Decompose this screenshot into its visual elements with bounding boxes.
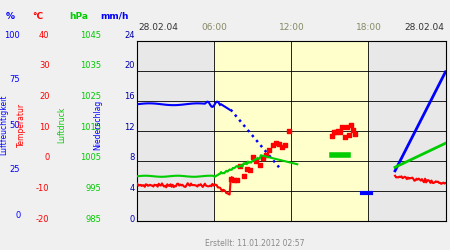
Text: °C: °C bbox=[33, 12, 44, 21]
Point bbox=[272, 142, 279, 146]
Point bbox=[337, 130, 344, 134]
Point bbox=[240, 174, 247, 178]
Point bbox=[350, 128, 357, 132]
Text: 1005: 1005 bbox=[80, 154, 101, 162]
Text: mm/h: mm/h bbox=[100, 12, 129, 21]
Point bbox=[269, 144, 276, 148]
Text: Temperatur: Temperatur bbox=[17, 103, 26, 147]
Text: 25: 25 bbox=[10, 166, 20, 174]
Point bbox=[243, 167, 250, 171]
Text: 4: 4 bbox=[130, 184, 135, 193]
Text: 995: 995 bbox=[86, 184, 101, 193]
Text: 24: 24 bbox=[125, 30, 135, 40]
Text: 8: 8 bbox=[130, 154, 135, 162]
Point bbox=[256, 163, 263, 167]
Text: 1035: 1035 bbox=[80, 61, 101, 70]
Text: 40: 40 bbox=[39, 30, 50, 40]
Text: Niederschlag: Niederschlag bbox=[94, 100, 103, 150]
Point bbox=[227, 178, 234, 182]
Point bbox=[230, 178, 238, 182]
Point bbox=[234, 178, 241, 182]
Point bbox=[343, 125, 350, 129]
Point bbox=[282, 143, 289, 147]
Text: 0: 0 bbox=[44, 154, 50, 162]
Text: %: % bbox=[5, 12, 14, 21]
Text: 985: 985 bbox=[86, 215, 101, 224]
Point bbox=[334, 129, 342, 133]
Text: 100: 100 bbox=[4, 30, 20, 40]
Point bbox=[259, 156, 266, 160]
Point bbox=[345, 132, 352, 136]
Point bbox=[285, 129, 292, 133]
Text: 20: 20 bbox=[125, 61, 135, 70]
Point bbox=[341, 135, 348, 139]
Text: 10: 10 bbox=[39, 123, 50, 132]
Text: 1025: 1025 bbox=[80, 92, 101, 101]
Point bbox=[279, 145, 286, 149]
Point bbox=[250, 155, 257, 159]
Text: Luftfeuchtigkeit: Luftfeuchtigkeit bbox=[0, 95, 8, 155]
Point bbox=[253, 159, 260, 163]
Text: 20: 20 bbox=[39, 92, 50, 101]
Text: -10: -10 bbox=[36, 184, 50, 193]
Text: 28.02.04: 28.02.04 bbox=[404, 23, 444, 32]
Point bbox=[266, 148, 273, 152]
Point bbox=[328, 134, 335, 138]
Point bbox=[247, 168, 254, 172]
Text: hPa: hPa bbox=[69, 12, 88, 21]
Text: 0: 0 bbox=[15, 210, 20, 220]
Text: Luftdruck: Luftdruck bbox=[58, 107, 67, 143]
Text: 12:00: 12:00 bbox=[279, 23, 304, 32]
Point bbox=[339, 125, 346, 129]
Point bbox=[330, 130, 338, 134]
Text: 30: 30 bbox=[39, 61, 50, 70]
Point bbox=[333, 130, 340, 134]
Text: Erstellt: 11.01.2012 02:57: Erstellt: 11.01.2012 02:57 bbox=[205, 239, 304, 248]
Point bbox=[237, 164, 244, 168]
Point bbox=[262, 153, 270, 157]
Text: 06:00: 06:00 bbox=[202, 23, 227, 32]
Text: 12: 12 bbox=[125, 123, 135, 132]
Text: 28.02.04: 28.02.04 bbox=[139, 23, 179, 32]
Text: 18:00: 18:00 bbox=[356, 23, 382, 32]
Text: 1015: 1015 bbox=[80, 123, 101, 132]
Text: 50: 50 bbox=[10, 120, 20, 130]
Text: 0: 0 bbox=[130, 215, 135, 224]
Point bbox=[352, 132, 359, 136]
Text: 1045: 1045 bbox=[80, 30, 101, 40]
Point bbox=[347, 122, 355, 126]
Text: -20: -20 bbox=[36, 215, 50, 224]
Text: 75: 75 bbox=[9, 76, 20, 84]
Bar bbox=[214, 41, 369, 221]
Text: 16: 16 bbox=[124, 92, 135, 101]
Point bbox=[275, 142, 283, 146]
